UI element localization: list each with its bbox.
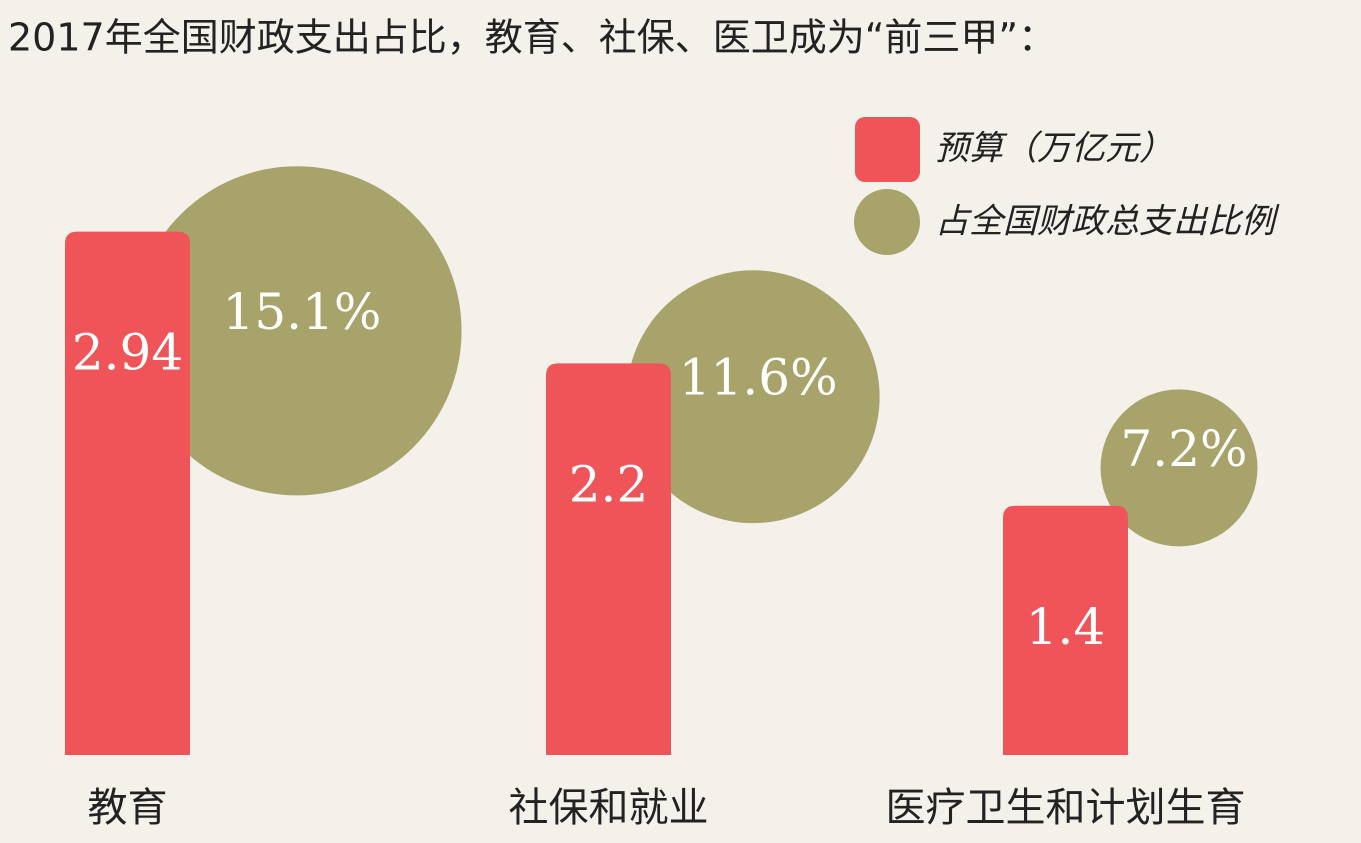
bar: [65, 231, 190, 755]
bar: [546, 363, 671, 755]
bubble-value-label: 7.2%: [1120, 420, 1247, 478]
bar: [1003, 505, 1128, 755]
legend-swatch: [854, 189, 920, 255]
bubble-value-label: 15.1%: [223, 283, 382, 341]
bar-value-label: 2.94: [72, 324, 183, 382]
bar-value-label: 2.2: [569, 455, 649, 513]
legend-label: 预算（万亿元）: [935, 129, 1173, 169]
bubble: [1100, 389, 1258, 547]
x-tick-label: 社保和就业: [509, 785, 709, 831]
bubble: [132, 166, 462, 496]
legend-swatch: [855, 117, 920, 182]
bar-value-label: 1.4: [1026, 598, 1106, 656]
x-tick-label: 医疗卫生和计划生育: [886, 785, 1246, 831]
x-tick-label: 教育: [88, 785, 168, 831]
bubble-value-label: 11.6%: [679, 349, 838, 407]
chart-title: 2017年全国财政支出占比，教育、社保、医卫成为“前三甲”：: [8, 16, 1056, 60]
bubble: [626, 270, 880, 524]
legend-label: 占全国财政总支出比例: [935, 202, 1280, 242]
